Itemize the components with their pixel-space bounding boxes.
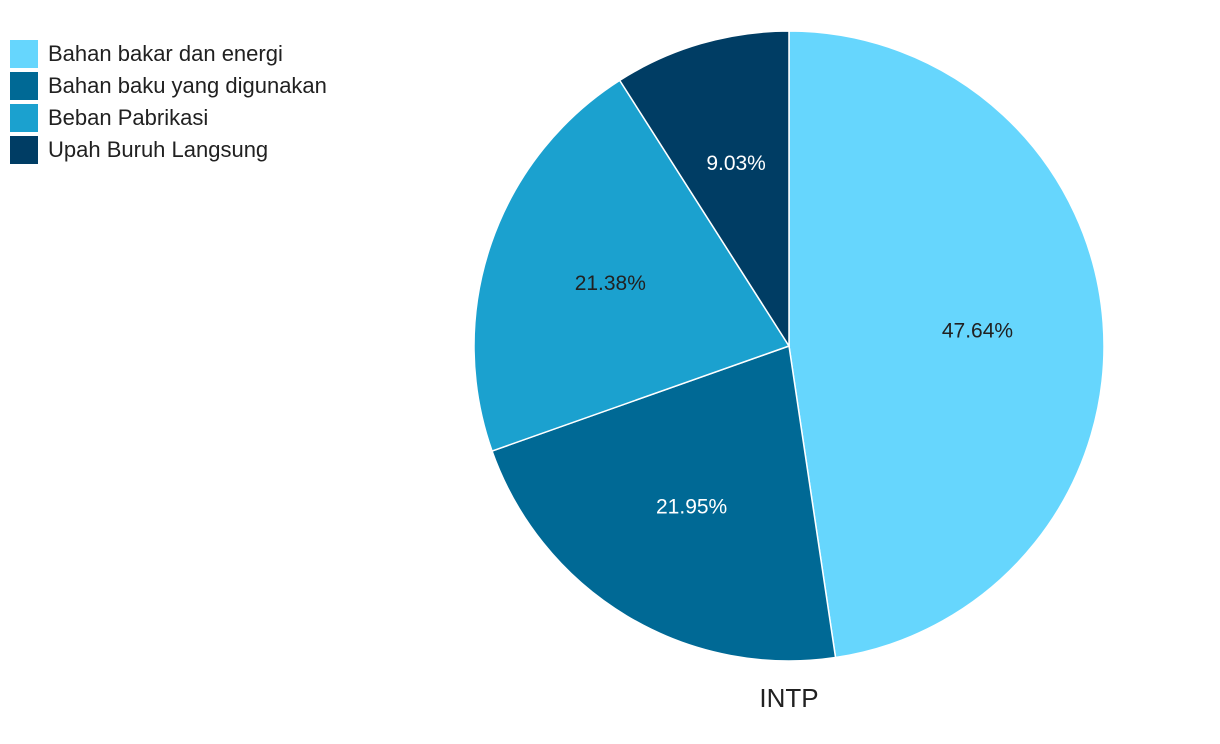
legend-item[interactable]: Beban Pabrikasi xyxy=(10,102,327,134)
legend-swatch xyxy=(10,136,38,164)
legend-swatch xyxy=(10,40,38,68)
pie-slices xyxy=(473,30,1105,662)
chart-legend: Bahan bakar dan energi Bahan baku yang d… xyxy=(10,38,327,166)
pie-data-labels: 47.64% 21.95% 21.38% 9.03% xyxy=(575,152,1013,518)
pie-data-label: 21.95% xyxy=(656,496,727,519)
legend-label: Beban Pabrikasi xyxy=(48,105,209,130)
pie-data-label: 21.38% xyxy=(575,272,646,295)
legend-item[interactable]: Upah Buruh Langsung xyxy=(10,134,327,166)
pie-slice[interactable] xyxy=(491,344,837,662)
legend-item[interactable]: Bahan bakar dan energi xyxy=(10,38,327,70)
chart-title: INTP xyxy=(759,683,818,713)
pie-data-label: 47.64% xyxy=(942,320,1013,343)
legend-swatch xyxy=(10,104,38,132)
pie-data-label: 9.03% xyxy=(706,152,766,175)
legend-item[interactable]: Bahan baku yang digunakan xyxy=(10,70,327,102)
legend-label: Bahan bakar dan energi xyxy=(48,41,283,66)
pie-slice[interactable] xyxy=(473,79,791,452)
legend-label: Upah Buruh Langsung xyxy=(48,137,269,162)
pie-slice[interactable] xyxy=(788,30,1105,659)
legend-swatch xyxy=(10,72,38,100)
legend-label: Bahan baku yang digunakan xyxy=(48,73,327,98)
pie-slice[interactable] xyxy=(618,30,790,349)
